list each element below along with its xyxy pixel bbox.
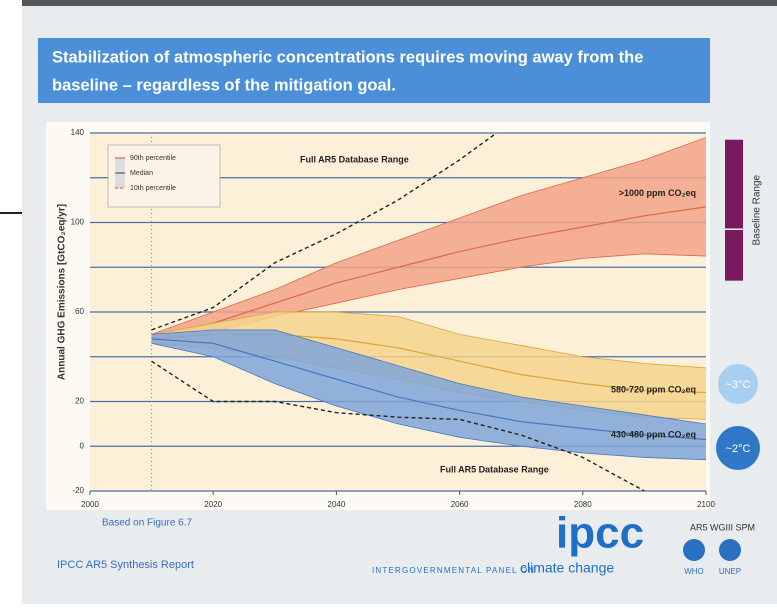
title-band — [38, 38, 710, 103]
org-label: WHO — [684, 567, 704, 576]
top-edge — [22, 0, 777, 6]
temp-badge — [716, 426, 760, 470]
x-tick-label: 2080 — [574, 500, 592, 509]
temp-label: ~2°C — [726, 443, 751, 455]
series-label: 430-480 ppm CO₂eq — [611, 429, 696, 439]
temp-badge — [718, 364, 758, 404]
org-label: UNEP — [719, 567, 741, 576]
spm-label: AR5 WGIII SPM — [690, 522, 755, 532]
y-tick-label: 60 — [75, 307, 84, 316]
logo: ipcc — [556, 509, 644, 558]
legend-label: Median — [130, 170, 153, 177]
range-line — [151, 133, 497, 331]
unep-emblem — [719, 539, 741, 561]
temp-label: ~3°C — [726, 379, 751, 391]
y-tick-label: 0 — [80, 441, 85, 450]
band-median — [151, 206, 706, 340]
y-tick-label: 140 — [71, 128, 85, 137]
y-tick-label: 20 — [75, 397, 84, 406]
range-label: Full AR5 Database Range — [440, 464, 549, 474]
y-axis-label: Annual GHG Emissions [GtCO₂eq/yr] — [57, 204, 68, 380]
x-tick-label: 2060 — [451, 500, 469, 509]
band-fill — [151, 137, 706, 344]
band-median — [151, 338, 706, 441]
y-tick-label: -20 — [72, 486, 84, 495]
x-tick-label: 2040 — [328, 500, 346, 509]
legend-label: 90th percentile — [130, 155, 176, 162]
x-tick-label: 2100 — [697, 500, 715, 509]
baseline-label: Baseline Range — [752, 174, 763, 245]
title: baseline – regardless of the mitigation … — [52, 76, 396, 94]
band-upper — [151, 329, 706, 425]
report-name: IPCC AR5 Synthesis Report — [57, 559, 194, 571]
y-tick-label: 100 — [71, 218, 85, 227]
panel-text-emphasis: climate change — [520, 560, 614, 576]
legend-box — [107, 144, 221, 208]
x-tick-label: 2000 — [81, 500, 99, 509]
series-label: 580-720 ppm CO₂eq — [611, 385, 696, 395]
range-line — [151, 360, 645, 491]
title: Stabilization of atmospheric concentrati… — [52, 48, 643, 66]
who-emblem — [683, 539, 705, 561]
band-lower — [151, 342, 706, 461]
series-label: >1000 ppm CO₂eq — [619, 188, 696, 198]
x-tick-label: 2020 — [204, 500, 222, 509]
baseline-bar — [725, 139, 743, 281]
panel-text: INTERGOVERNMENTAL PANEL ON — [372, 566, 535, 575]
source-note: Based on Figure 6.7 — [102, 518, 192, 529]
band-upper — [151, 311, 706, 369]
legend-label: 10th percentile — [130, 185, 176, 192]
range-label: Full AR5 Database Range — [300, 154, 409, 164]
band-upper — [151, 137, 706, 335]
